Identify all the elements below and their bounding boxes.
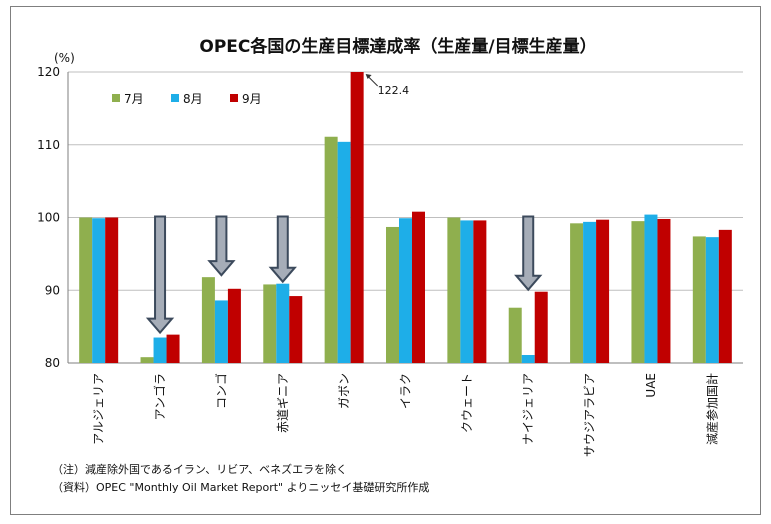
bar bbox=[460, 220, 474, 363]
y-tick-label: 90 bbox=[45, 283, 60, 297]
bar bbox=[276, 283, 290, 363]
bar bbox=[399, 218, 412, 363]
bar bbox=[412, 211, 425, 363]
bar bbox=[596, 219, 610, 363]
y-tick-label: 110 bbox=[37, 138, 60, 152]
category-labels: アルジェリア アンゴラ コンゴ 赤道ギニア ガボン イラク クウェート ナイジェリア サウジアラ… bbox=[92, 373, 720, 457]
bar bbox=[337, 141, 351, 363]
bar bbox=[631, 221, 645, 363]
bar bbox=[705, 237, 719, 363]
note-line-1: （注）減産除外国であるイラン、リビア、ベネズエラを除く bbox=[52, 462, 347, 476]
bar bbox=[447, 217, 461, 363]
bar bbox=[79, 217, 93, 363]
legend-swatch bbox=[112, 94, 120, 102]
bar bbox=[386, 226, 399, 363]
y-axis-label: (%) bbox=[54, 51, 75, 65]
bar bbox=[508, 307, 522, 363]
bar bbox=[153, 337, 167, 363]
x-tick-label: 減産参加国計 bbox=[704, 373, 719, 445]
bar bbox=[521, 354, 535, 363]
bar bbox=[201, 277, 215, 363]
x-tick-label: アルジェリア bbox=[92, 373, 106, 445]
down-arrow bbox=[514, 215, 543, 292]
x-tick-label: アンゴラ bbox=[152, 373, 167, 421]
bar bbox=[644, 214, 658, 363]
bar bbox=[473, 220, 487, 363]
bar bbox=[105, 217, 119, 363]
gridlines bbox=[67, 71, 743, 364]
bar bbox=[140, 357, 154, 363]
legend-swatch bbox=[171, 94, 179, 102]
bar bbox=[718, 229, 732, 363]
bar bbox=[583, 221, 597, 363]
bar bbox=[166, 334, 180, 363]
note-line-2: （資料）OPEC "Monthly Oil Market Report" よりニ… bbox=[52, 480, 429, 494]
bar bbox=[570, 223, 584, 363]
down-arrow bbox=[145, 215, 175, 335]
x-tick-label: ナイジェリア bbox=[521, 373, 535, 445]
y-tick-labels: 80 90 100 110 120 bbox=[37, 65, 60, 370]
bar bbox=[92, 218, 106, 363]
legend-label: 8月 bbox=[183, 92, 203, 106]
down-arrow bbox=[207, 215, 236, 277]
bar bbox=[263, 284, 277, 363]
bars bbox=[79, 72, 732, 363]
legend-label: 9月 bbox=[242, 92, 262, 106]
bar bbox=[534, 291, 548, 363]
y-tick-label: 100 bbox=[37, 211, 60, 225]
bar bbox=[350, 72, 364, 363]
legend: 7月 8月 9月 bbox=[112, 92, 262, 106]
x-tick-label: コンゴ bbox=[213, 373, 228, 409]
x-tick-label: サウジアラビア bbox=[583, 373, 597, 457]
bar bbox=[692, 236, 706, 363]
down-arrow bbox=[268, 215, 297, 284]
bar bbox=[289, 296, 303, 363]
x-tick-label: イラク bbox=[399, 373, 413, 409]
down-arrows bbox=[145, 215, 543, 335]
x-tick-label: 赤道ギニア bbox=[276, 373, 290, 433]
x-tick-label: ガボン bbox=[337, 373, 351, 409]
legend-swatch bbox=[230, 94, 238, 102]
bar bbox=[657, 218, 671, 363]
x-tick-label: UAE bbox=[644, 373, 658, 398]
x-tick-label: クウェート bbox=[460, 373, 474, 433]
chart-title: OPEC各国の生産目標達成率（生産量/目標生産量） bbox=[199, 36, 596, 57]
y-tick-label: 120 bbox=[37, 65, 60, 79]
bar bbox=[214, 300, 228, 363]
annotations: 122.4 bbox=[365, 74, 410, 97]
bar bbox=[324, 136, 338, 363]
y-tick-label: 80 bbox=[45, 356, 60, 370]
bar bbox=[227, 288, 241, 363]
legend-label: 7月 bbox=[124, 92, 144, 106]
data-label-annotation: 122.4 bbox=[378, 84, 410, 97]
annotation-arrowhead bbox=[365, 74, 372, 79]
